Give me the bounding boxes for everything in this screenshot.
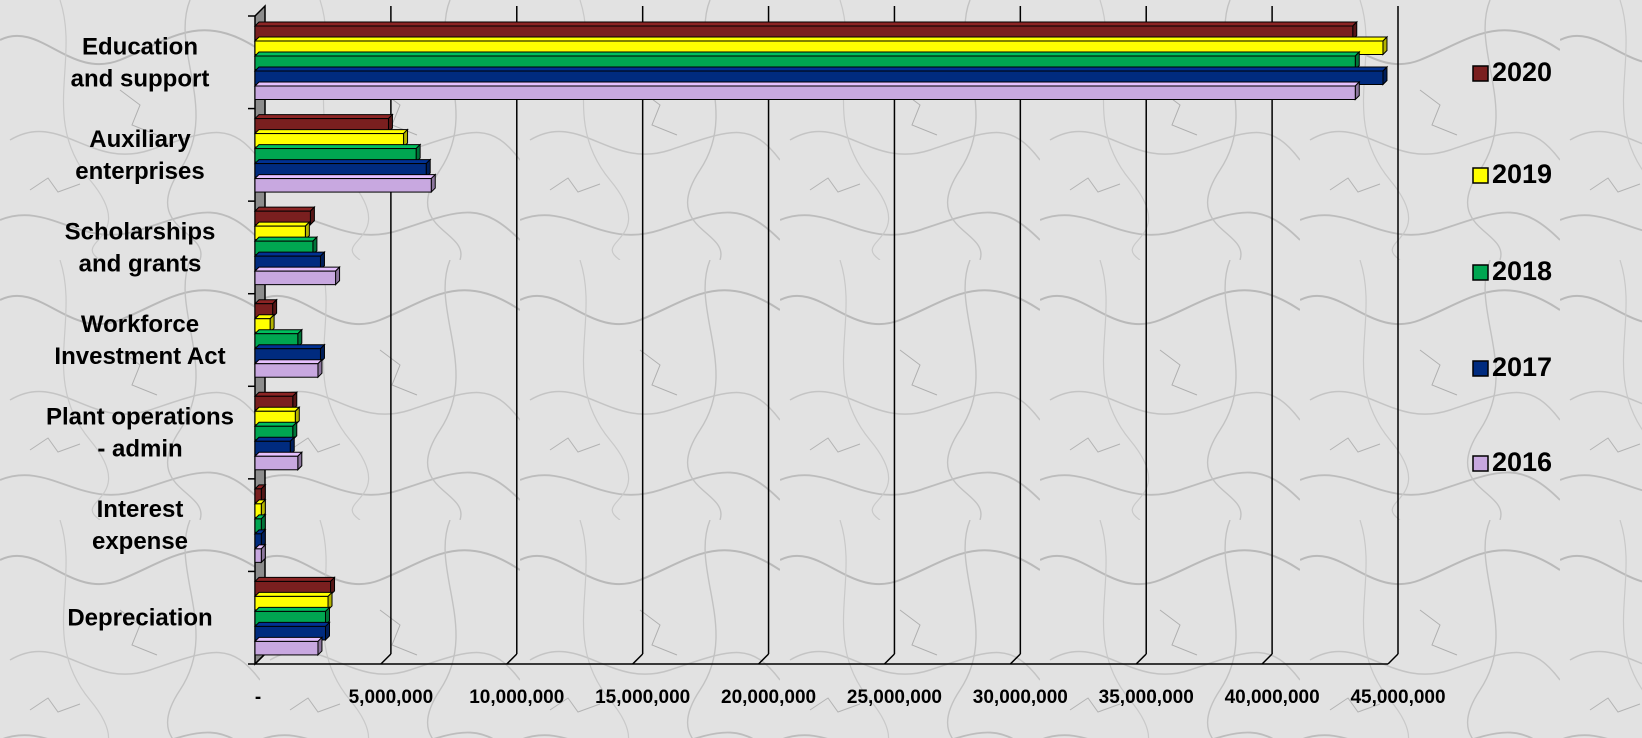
bar-2018 xyxy=(253,235,319,256)
legend-swatch xyxy=(1472,167,1489,184)
x-tick-label: 20,000,000 xyxy=(721,687,816,708)
category-label: Workforce Investment Act xyxy=(54,311,225,370)
bar-2017 xyxy=(253,65,1389,86)
axis-tick xyxy=(254,653,266,665)
legend-swatch xyxy=(1472,264,1489,281)
x-tick-label: 10,000,000 xyxy=(469,687,564,708)
bar-2020 xyxy=(253,205,316,226)
bar-2019 xyxy=(253,591,334,612)
bar-2017 xyxy=(253,528,267,549)
legend-label: 2018 xyxy=(1492,256,1552,286)
x-tick-label: 40,000,000 xyxy=(1225,687,1320,708)
bar-2017 xyxy=(253,621,331,642)
x-tick-label: 15,000,000 xyxy=(595,687,690,708)
bar-2016 xyxy=(253,173,437,194)
category-label: Depreciation xyxy=(67,605,212,632)
bar-2019 xyxy=(253,498,267,519)
bar-2016 xyxy=(253,636,324,657)
bar-2020 xyxy=(253,113,394,134)
bar-2016 xyxy=(253,358,324,379)
bar-2018 xyxy=(253,50,1361,71)
axis-tick xyxy=(758,653,770,665)
bar-2020 xyxy=(253,576,336,597)
legend-swatch xyxy=(1472,360,1489,377)
bar-2016 xyxy=(253,543,267,564)
bar-2016 xyxy=(253,451,304,471)
x-tick-label: - xyxy=(255,687,261,708)
legend: 2020 2019 2018 2017 2016 xyxy=(1472,57,1552,477)
category-label: Plant operations - admin xyxy=(46,404,234,463)
axis-tick xyxy=(1135,653,1147,665)
legend-label: 2020 xyxy=(1492,57,1552,87)
axis-tick xyxy=(506,653,518,665)
bar-2018 xyxy=(253,421,298,441)
bar-2020 xyxy=(253,298,278,319)
axis-tick xyxy=(380,653,392,665)
bars xyxy=(253,20,1389,657)
category-labels: Education and support Auxiliary enterprises… xyxy=(46,33,234,631)
bar-2018 xyxy=(253,143,422,164)
axis-tick xyxy=(1261,653,1273,665)
x-tick-label: 45,000,000 xyxy=(1350,687,1445,708)
legend-swatch xyxy=(1472,65,1489,82)
bar-2016 xyxy=(253,265,341,286)
category-label: Education and support xyxy=(71,33,210,92)
x-tick-label: 35,000,000 xyxy=(1099,687,1194,708)
legend-label: 2016 xyxy=(1492,447,1552,477)
axis-tick xyxy=(632,653,644,665)
bar-2020 xyxy=(253,483,267,504)
bar-2018 xyxy=(253,606,331,627)
bar-2017 xyxy=(253,158,432,179)
category-label: Interest expense xyxy=(92,496,188,555)
bar-2017 xyxy=(253,343,326,364)
axis-tick xyxy=(883,653,895,665)
category-label: Auxiliary enterprises xyxy=(75,126,204,185)
bar-2019 xyxy=(253,35,1389,56)
x-tick-labels: - 5,000,000 10,000,000 15,000,000 20,000,000… xyxy=(255,687,1446,708)
category-label: Scholarships and grants xyxy=(65,218,216,277)
axis-tick xyxy=(1009,653,1021,665)
bar-2019 xyxy=(253,128,409,149)
bar-2019 xyxy=(253,406,301,426)
bar-2018 xyxy=(253,328,304,349)
bar-2019 xyxy=(253,220,311,241)
axis-tick xyxy=(1387,653,1399,665)
bar-2019 xyxy=(253,313,276,334)
legend-label: 2017 xyxy=(1492,352,1552,382)
legend-swatch xyxy=(1472,455,1489,472)
bar-2017 xyxy=(253,436,296,456)
bar-2018 xyxy=(253,513,267,534)
x-tick-label: 30,000,000 xyxy=(973,687,1068,708)
legend-label: 2019 xyxy=(1492,159,1552,189)
bar-2016 xyxy=(253,80,1361,101)
x-tick-label: 5,000,000 xyxy=(349,687,434,708)
x-tick-label: 25,000,000 xyxy=(847,687,942,708)
